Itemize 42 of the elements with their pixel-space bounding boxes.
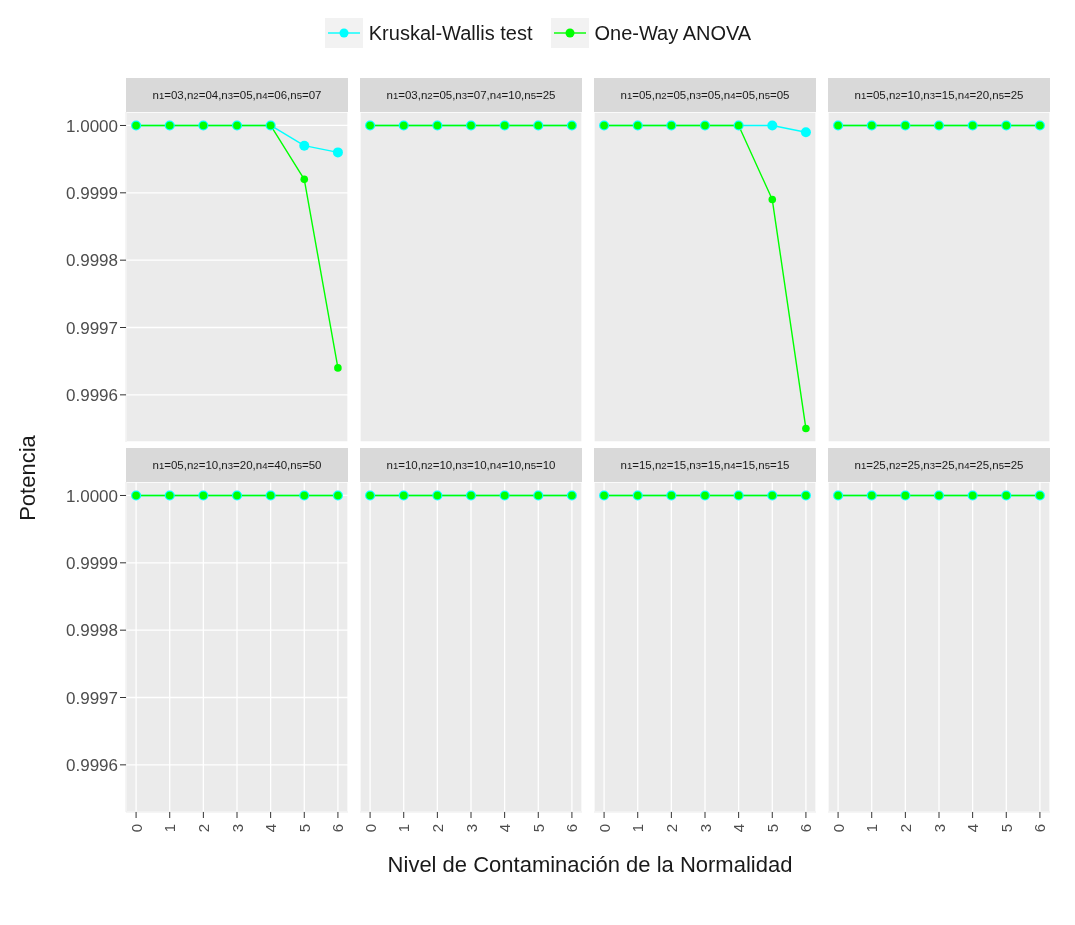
y-tick-label: 0.9998 — [66, 251, 118, 271]
y-tick-label: 0.9997 — [66, 688, 118, 708]
x-tick-label: 3 — [462, 824, 480, 833]
x-tick-label: 4 — [964, 824, 982, 833]
x-tick-label: 6 — [1031, 824, 1049, 833]
y-axis-title: Potencia — [15, 435, 41, 521]
y-tick-label: 0.9999 — [66, 183, 118, 203]
y-tick-label: 0.9997 — [66, 318, 118, 338]
x-tick-label: 6 — [329, 824, 347, 833]
y-tick-label: 0.9998 — [66, 621, 118, 641]
x-tick-label: 0 — [127, 824, 145, 833]
x-tick-label: 2 — [428, 824, 446, 833]
x-tick-label: 2 — [662, 824, 680, 833]
y-tick-label: 0.9996 — [66, 755, 118, 775]
y-tick-label: 0.9999 — [66, 553, 118, 573]
x-tick-label: 3 — [930, 824, 948, 833]
x-tick-label: 3 — [228, 824, 246, 833]
legend-label: Kruskal-Wallis test — [368, 21, 533, 45]
x-tick-label: 1 — [395, 824, 413, 833]
x-tick-label: 5 — [295, 824, 313, 833]
y-tick-label: 1.0000 — [66, 116, 118, 136]
legend-label: One-Way ANOVA — [594, 21, 752, 45]
x-tick-label: 4 — [730, 824, 748, 833]
x-tick-label: 5 — [997, 824, 1015, 833]
x-tick-label: 0 — [595, 824, 613, 833]
y-tick-label: 1.0000 — [66, 486, 118, 506]
x-axis-title: Nivel de Contaminación de la Normalidad — [386, 852, 794, 878]
x-tick-label: 6 — [563, 824, 581, 833]
x-tick-label: 2 — [194, 824, 212, 833]
x-tick-label: 1 — [863, 824, 881, 833]
x-tick-label: 3 — [696, 824, 714, 833]
x-tick-label: 4 — [496, 824, 514, 833]
x-tick-label: 4 — [262, 824, 280, 833]
x-tick-label: 1 — [161, 824, 179, 833]
x-tick-label: 2 — [896, 824, 914, 833]
x-tick-label: 0 — [829, 824, 847, 833]
y-tick-label: 0.9996 — [66, 385, 118, 405]
x-tick-label: 6 — [797, 824, 815, 833]
x-tick-label: 1 — [629, 824, 647, 833]
x-tick-label: 5 — [529, 824, 547, 833]
x-tick-label: 0 — [361, 824, 379, 833]
x-tick-label: 5 — [763, 824, 781, 833]
